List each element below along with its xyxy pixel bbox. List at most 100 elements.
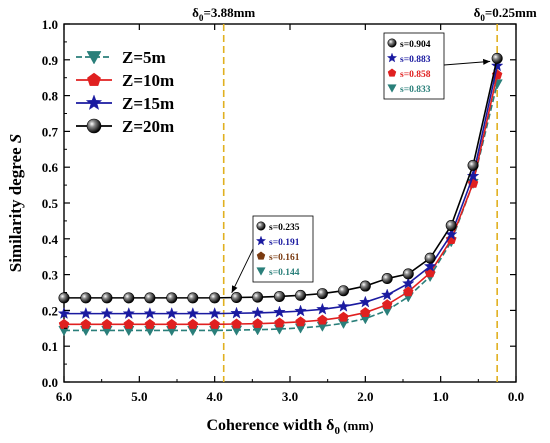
x-tick-label: 6.0	[56, 389, 72, 404]
y-axis-title: Similarity degree S	[6, 134, 25, 273]
data-point	[187, 292, 199, 304]
y-tick-label: 0.4	[42, 232, 59, 247]
data-point	[122, 307, 136, 319]
x-tick-label: 4.0	[207, 389, 223, 404]
y-tick-label: 0.3	[42, 268, 59, 283]
x-axis-title-main: Coherence width δ	[206, 417, 334, 434]
y-tick-label: 0.6	[42, 160, 59, 175]
reference-line-label: δ0=0.25mm	[474, 5, 537, 23]
data-point	[187, 318, 199, 329]
data-point	[57, 307, 71, 319]
x-axis-title: Coherence width δ0 (mm)	[206, 417, 373, 437]
x-tick-label: 2.0	[357, 389, 373, 404]
annotation-label: s=0.144	[269, 268, 300, 278]
data-point	[445, 220, 457, 232]
data-point	[80, 292, 92, 304]
annotation-marker	[256, 221, 266, 231]
annotation-label: s=0.833	[400, 85, 431, 95]
data-point	[273, 305, 286, 318]
data-point	[316, 288, 328, 300]
series-z-15m	[57, 59, 504, 319]
data-point	[490, 59, 504, 72]
data-point	[402, 276, 415, 289]
y-axis-title-symbol: S	[6, 134, 25, 143]
annotation-label: s=0.191	[269, 238, 300, 248]
data-point	[337, 299, 350, 312]
legend-label: Z=15m	[122, 94, 174, 113]
arrow-shaft	[443, 60, 491, 66]
legend-label: Z=5m	[122, 48, 166, 67]
legend-marker	[87, 72, 101, 86]
data-point	[58, 292, 70, 304]
annotation-right: s=0.904 s=0.883 s=0.858 s=0.833	[383, 32, 445, 100]
data-point	[402, 268, 414, 280]
y-tick-label: 1.0	[42, 17, 58, 32]
data-point	[166, 318, 177, 329]
x-tick-label: 5.0	[131, 389, 147, 404]
data-point	[403, 286, 414, 297]
annotation-marker	[255, 235, 267, 246]
data-point	[209, 318, 220, 329]
data-point	[101, 292, 113, 304]
annotation-label: s=0.235	[269, 223, 300, 233]
y-tick-label: 0.5	[42, 196, 59, 211]
data-point	[80, 318, 92, 329]
annotation-marker	[256, 267, 266, 276]
annotation-marker	[387, 68, 397, 77]
data-point	[274, 317, 285, 328]
data-point	[381, 273, 393, 285]
data-point	[491, 52, 503, 64]
data-point	[144, 318, 156, 329]
data-point	[100, 307, 114, 319]
data-point	[143, 307, 157, 319]
series-z-20m	[58, 52, 503, 304]
data-point	[209, 292, 221, 304]
data-point	[231, 292, 243, 304]
data-point	[166, 292, 178, 304]
data-point	[252, 318, 263, 329]
annotation-marker	[256, 251, 266, 260]
x-tick-label: 0.0	[508, 389, 524, 404]
data-point	[294, 304, 307, 317]
data-point	[231, 318, 242, 329]
data-point	[123, 292, 135, 304]
data-point	[423, 259, 437, 272]
annotation-label: s=0.858	[400, 70, 431, 80]
annotation-left-arrow	[231, 248, 254, 294]
data-point	[359, 295, 372, 308]
data-point	[338, 311, 349, 322]
arrow-shaft	[231, 248, 254, 294]
y-tick-label: 0.1	[42, 339, 58, 354]
data-point	[424, 252, 436, 264]
arrow-head	[231, 285, 238, 293]
y-tick-label: 0.8	[42, 89, 59, 104]
data-point	[359, 280, 371, 292]
arrow-head	[482, 58, 491, 65]
x-tick-label: 3.0	[282, 389, 298, 404]
annotation-left: s=0.235 s=0.191 s=0.161 s=0.144	[252, 215, 314, 283]
data-point	[295, 316, 306, 327]
data-point	[467, 159, 479, 171]
data-point	[251, 306, 264, 319]
data-point	[360, 307, 371, 317]
annotation-marker	[387, 38, 397, 48]
y-tick-label: 0.2	[42, 303, 58, 318]
legend-marker	[86, 118, 102, 134]
annotation-marker	[387, 84, 397, 93]
data-point	[466, 169, 480, 182]
data-point	[317, 314, 328, 325]
data-point	[381, 299, 393, 310]
annotation-label: s=0.883	[400, 55, 431, 65]
data-point	[79, 307, 93, 319]
data-point	[273, 290, 285, 302]
y-tick-label: 0.9	[42, 53, 59, 68]
series-z-10m	[58, 69, 503, 329]
legend-label: Z=20m	[122, 117, 174, 136]
legend-marker	[86, 51, 102, 65]
data-point	[165, 307, 178, 319]
y-tick-label: 0.0	[42, 375, 58, 390]
annotation-right-arrow	[443, 58, 491, 66]
annotation-label: s=0.161	[269, 253, 300, 263]
y-axis-title-main: Similarity degree	[6, 143, 25, 272]
